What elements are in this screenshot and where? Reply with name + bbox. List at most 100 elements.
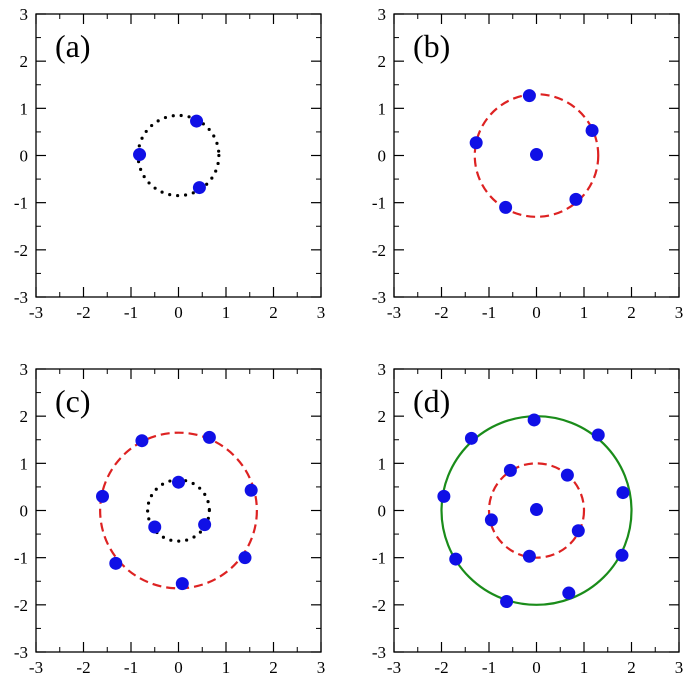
- x-tick-label: -1: [482, 658, 496, 677]
- data-point: [530, 148, 543, 162]
- panel-label: (b): [413, 28, 450, 64]
- data-point: [148, 520, 162, 534]
- y-tick-label: -1: [14, 549, 28, 568]
- data-point: [562, 586, 576, 600]
- y-tick-label: 1: [20, 454, 29, 473]
- y-tick-label: 3: [20, 360, 29, 379]
- y-tick-label: 2: [378, 52, 387, 71]
- x-tick-label: -3: [387, 303, 401, 322]
- x-tick-label: 1: [580, 303, 589, 322]
- y-tick-label: -3: [372, 643, 386, 662]
- x-tick-label: 2: [627, 658, 636, 677]
- data-point: [522, 549, 536, 563]
- panel-d: -3 -2 -1 0 1 2 3 -3 -2 -1 0 1 2 3 (d): [372, 360, 683, 677]
- data-point: [469, 136, 483, 150]
- x-tick-label: 3: [675, 303, 683, 322]
- data-point: [569, 192, 583, 206]
- y-tick-label: -3: [14, 643, 28, 662]
- y-tick-label: -3: [372, 288, 386, 307]
- x-tick-label: 1: [222, 658, 231, 677]
- y-tick-label: -1: [372, 194, 386, 213]
- x-tick-label: 1: [222, 303, 231, 322]
- plot-frame: [35, 13, 322, 298]
- data-point: [437, 489, 451, 503]
- y-tick-label: 2: [20, 407, 29, 426]
- data-point: [616, 486, 630, 500]
- data-point: [198, 518, 212, 532]
- data-point: [591, 428, 605, 442]
- data-point: [175, 577, 189, 591]
- data-point: [464, 431, 478, 445]
- data-point: [192, 181, 206, 195]
- data-point: [238, 551, 252, 565]
- x-tick-label: -2: [434, 303, 448, 322]
- y-tick-label: 0: [20, 502, 29, 521]
- y-tick-label: 1: [20, 99, 29, 118]
- shell-circle-dotted: [136, 113, 221, 198]
- data-point: [503, 463, 517, 477]
- x-tick-label: 0: [174, 658, 183, 677]
- y-tick-label: 3: [378, 360, 387, 379]
- x-tick-label: -1: [124, 303, 138, 322]
- data-point: [522, 89, 536, 103]
- y-tick-label: 1: [378, 99, 387, 118]
- shell-circle-dashed: [487, 462, 586, 559]
- y-tick-label: 0: [378, 147, 387, 166]
- data-point: [615, 548, 629, 562]
- data-point: [499, 200, 513, 214]
- x-tick-label: 2: [627, 303, 636, 322]
- data-point: [560, 468, 574, 482]
- shell-circle-dashed: [473, 93, 600, 218]
- x-tick-label: -3: [387, 658, 401, 677]
- y-tick-label: -2: [372, 241, 386, 260]
- x-tick-label: -2: [76, 658, 90, 677]
- x-tick-label: 0: [174, 303, 183, 322]
- data-point: [571, 524, 585, 538]
- x-tick-label: -2: [434, 658, 448, 677]
- data-point: [202, 430, 216, 444]
- x-tick-label: 2: [269, 658, 278, 677]
- y-tick-label: 2: [378, 407, 387, 426]
- data-point: [484, 513, 498, 527]
- y-tick-label: -1: [14, 194, 28, 213]
- data-point: [190, 114, 204, 128]
- y-tick-label: -3: [14, 288, 28, 307]
- panel-c: -3 -2 -1 0 1 2 3 -3 -2 -1 0 1 2 3 (c): [14, 360, 325, 677]
- x-tick-label: 2: [269, 303, 278, 322]
- data-point: [500, 595, 514, 609]
- x-tick-label: -1: [482, 303, 496, 322]
- y-tick-label: 1: [378, 454, 387, 473]
- x-tick-label: -3: [29, 303, 43, 322]
- x-tick-label: 0: [532, 658, 541, 677]
- y-tick-label: -2: [14, 596, 28, 615]
- panel-label: (a): [55, 28, 91, 64]
- plot-frame: [35, 368, 322, 653]
- shell-circle-dashed: [99, 431, 258, 590]
- x-tick-label: 3: [317, 303, 326, 322]
- y-tick-label: 3: [378, 5, 387, 24]
- panel-b: -3 -2 -1 0 1 2 3 -3 -2 -1 0 1 2 3 (b): [372, 5, 683, 322]
- y-tick-label: -2: [14, 241, 28, 260]
- data-point: [527, 413, 541, 427]
- data-point: [530, 503, 543, 517]
- x-tick-label: -1: [124, 658, 138, 677]
- x-tick-label: -2: [76, 303, 90, 322]
- x-tick-label: 3: [675, 658, 683, 677]
- y-tick-label: -2: [372, 596, 386, 615]
- y-tick-label: 0: [20, 147, 29, 166]
- y-tick-label: 2: [20, 52, 29, 71]
- x-tick-label: 0: [532, 303, 541, 322]
- y-tick-label: -1: [372, 549, 386, 568]
- panel-label: (c): [55, 383, 91, 419]
- data-point: [172, 475, 185, 489]
- x-tick-label: 1: [580, 658, 589, 677]
- data-point: [244, 483, 258, 497]
- y-tick-label: 3: [20, 5, 29, 24]
- data-point: [109, 556, 123, 570]
- y-tick-label: 0: [378, 502, 387, 521]
- data-point: [96, 489, 109, 503]
- data-point: [135, 434, 149, 448]
- data-point: [133, 148, 147, 162]
- x-tick-label: -3: [29, 658, 43, 677]
